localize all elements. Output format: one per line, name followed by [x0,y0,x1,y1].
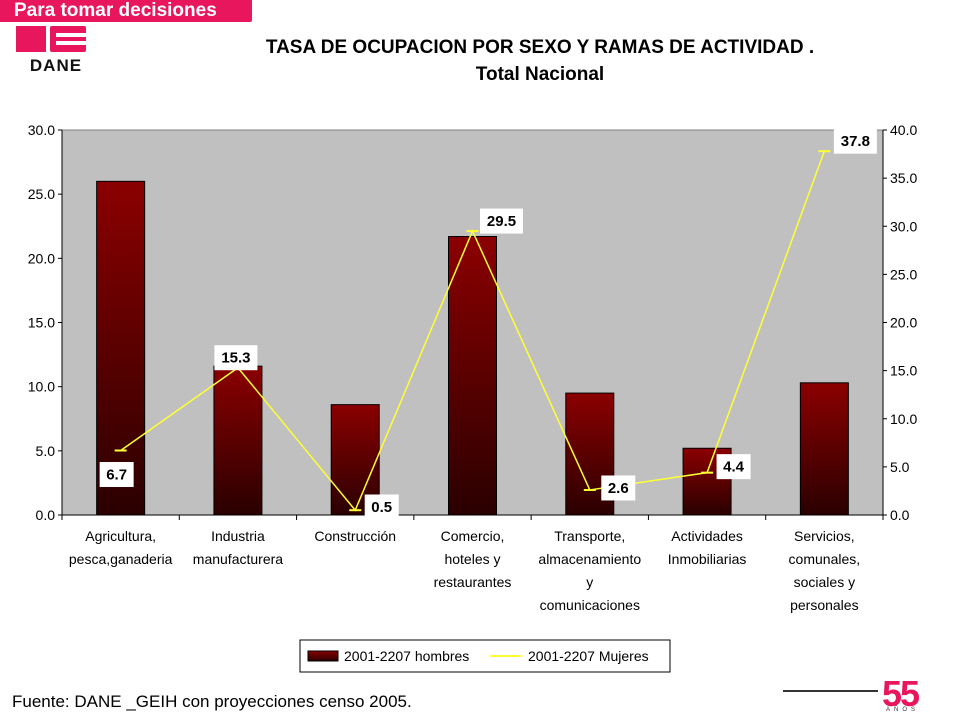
x-tick-label: Actividades [671,528,743,544]
source-note: Fuente: DANE _GEIH con proyecciones cens… [12,692,412,711]
x-tick-label: Servicios, [794,528,855,544]
x-tick-label: manufacturera [193,551,283,567]
data-label-box [601,475,636,501]
data-label-mujeres: 15.3 [221,350,250,367]
y-right-tick-label: 20.0 [890,315,917,331]
legend-swatch-hombres [307,650,339,662]
y-right-tick-label: 25.0 [890,266,917,282]
data-label-box [833,128,877,154]
x-tick-label: Construcción [314,528,396,544]
anniversary-logo: 55 [882,673,920,714]
legend-label-mujeres: 2001-2207 Mujeres [528,648,649,664]
x-tick-label: hoteles y [444,551,500,567]
anniversary-sub: AÑOS [886,707,920,713]
chart: 0.0 5.0 10.0 15.0 20.0 25.0 30.0 0.0 5.0 10.0 15.0… [28,122,917,673]
y-left-tick-label: 25.0 [28,186,55,202]
anniversary-divider [783,690,878,692]
data-label-mujeres: 37.8 [841,133,870,150]
x-tick-label: sociales y [794,574,855,590]
data-label-box [364,494,399,520]
x-tick-label: Agricultura, [85,528,156,544]
bar-hombres [448,236,497,516]
y-right-tick-label: 10.0 [890,411,917,427]
y-left-tick-label: 30.0 [28,122,55,138]
y-right-tick-label: 35.0 [890,170,917,186]
y-left-tick-label: 20.0 [28,250,55,266]
data-label-box [716,454,751,480]
x-tick-label: personales [790,597,859,613]
y-left-tick-label: 5.0 [36,443,56,459]
y-left-tick-label: 10.0 [28,379,55,395]
y-left-tick-label: 0.0 [36,507,56,523]
data-label-box [99,462,134,488]
legend-label-hombres: 2001-2207 hombres [344,648,469,664]
bar-hombres [799,382,849,516]
y-left-tick-label: 15.0 [28,315,55,331]
data-label-mujeres: 6.7 [106,467,127,484]
data-label-mujeres: 4.4 [723,459,745,476]
logo-text: DANE [29,56,83,75]
legend-box [299,639,671,673]
bar-hombres [96,180,146,516]
x-tick-label: almacenamiento [538,551,641,567]
x-tick-label: comunicaciones [540,597,640,613]
x-tick-label: y [586,574,593,590]
y-right-tick-label: 30.0 [890,218,917,234]
data-label-box [480,208,523,234]
chart-subtitle: Total Nacional [475,64,605,85]
x-tick-label: Transporte, [554,528,625,544]
data-label-mujeres: 2.6 [608,480,629,497]
x-tick-label: Inmobiliarias [668,551,747,567]
y-right-tick-label: 15.0 [890,363,917,379]
x-tick-label: comunales, [789,551,861,567]
y-right-tick-label: 5.0 [890,459,910,475]
x-tick-label: pesca,ganaderia [69,551,173,567]
data-label-mujeres: 0.5 [371,499,392,516]
x-tick-label: restaurantes [434,574,512,590]
chart-title: TASA DE OCUPACION POR SEXO Y RAMAS DE AC… [265,37,815,58]
x-tick-label: Industria [211,528,265,544]
y-right-tick-label: 0.0 [890,507,910,523]
data-label-box [214,345,258,371]
tagline-banner: Para tomar decisiones [0,0,252,22]
dane-logo-icon [16,26,86,52]
data-label-mujeres: 29.5 [487,213,516,230]
y-right-tick-label: 40.0 [890,122,917,138]
x-tick-label: Comercio, [441,528,505,544]
